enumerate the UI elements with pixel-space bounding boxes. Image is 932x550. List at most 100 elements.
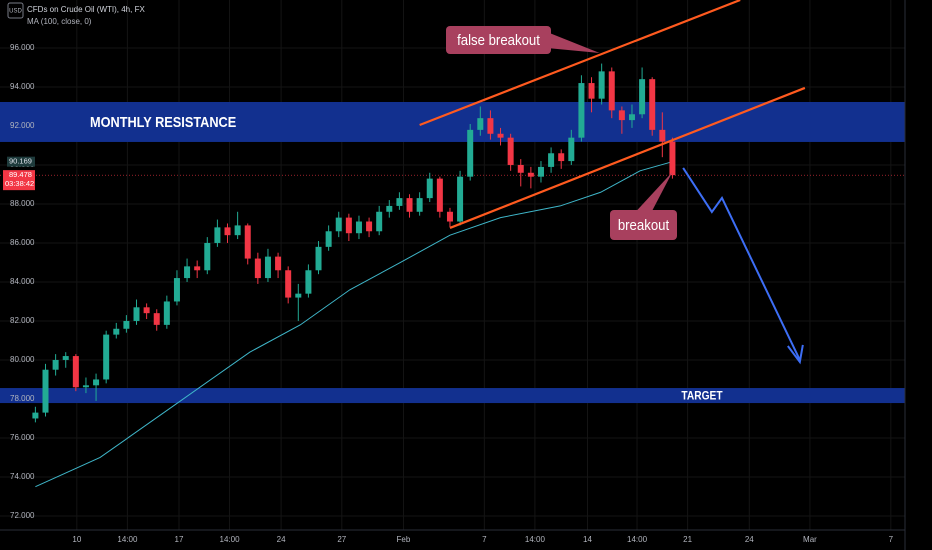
candle-body [355, 221, 362, 234]
x-tick-label: 21 [683, 535, 692, 544]
ma-badge-label: 90.169 [9, 157, 32, 166]
trendline [419, 0, 741, 127]
y-tick-label: 88.000 [10, 199, 35, 208]
candle-body [386, 205, 393, 212]
candle-body [467, 129, 474, 177]
candle-body [497, 133, 504, 138]
candle-body [446, 211, 453, 222]
x-tick-label: 14 [583, 535, 592, 544]
candle-body [72, 356, 79, 388]
candle-body [376, 211, 383, 232]
currency-badge [7, 2, 24, 19]
x-tick-label: 14:00 [627, 535, 648, 544]
candle-body [93, 379, 100, 386]
candle-body [113, 328, 120, 335]
candle-body [254, 258, 261, 279]
candle-body [639, 79, 646, 115]
candle-body [345, 217, 352, 234]
candle-body [82, 385, 89, 388]
y-tick-label: 82.000 [10, 316, 35, 325]
price-badge [3, 170, 35, 191]
y-tick-label: 86.000 [10, 238, 35, 247]
candle-body [224, 227, 231, 236]
candle-body [42, 369, 49, 413]
countdown: 03:38:42 [5, 179, 34, 188]
candle-body [366, 221, 373, 232]
candle-body [325, 231, 332, 247]
candle-body [578, 83, 585, 138]
x-tick-label: 14:00 [220, 535, 241, 544]
y-tick-label: 76.000 [10, 433, 35, 442]
y-tick-label: 84.000 [10, 277, 35, 286]
x-tick-label: Mar [803, 535, 817, 544]
candle-body [568, 137, 575, 162]
price-badge-label: 89.478 [9, 170, 32, 179]
candle-body [52, 359, 59, 370]
candle-body [649, 79, 656, 130]
candle-body [669, 141, 676, 176]
x-tick-label: 24 [277, 535, 286, 544]
candle-body [537, 166, 544, 177]
candle-body [194, 266, 201, 271]
candle-body [507, 137, 514, 165]
candle-body [184, 266, 191, 279]
projection-path [682, 167, 801, 361]
candle-body [436, 178, 443, 212]
y-tick-label: 72.000 [10, 511, 35, 520]
candle-body [275, 256, 282, 271]
y-tick-label: 74.000 [10, 472, 35, 481]
callout-text: breakout [618, 216, 669, 233]
candle-body [214, 227, 221, 243]
x-tick-label: 27 [337, 535, 346, 544]
y-tick-label: 92.000 [10, 121, 35, 130]
arrow-head [787, 344, 804, 365]
candle-body [487, 118, 494, 134]
candle-body [477, 118, 484, 130]
candle-body [204, 242, 211, 271]
candle-body [548, 153, 555, 167]
candle-body [285, 270, 292, 298]
zone-label: MONTHLY RESISTANCE [90, 113, 236, 130]
x-tick-label: 7 [889, 535, 894, 544]
candle-body [527, 172, 534, 177]
x-tick-label: 14:00 [117, 535, 138, 544]
candle-body [396, 198, 403, 206]
candle-body [123, 320, 130, 329]
candle-body [244, 225, 251, 259]
x-tick-label: 24 [745, 535, 754, 544]
y-tick-label: 94.000 [10, 82, 35, 91]
candle-body [457, 176, 464, 222]
y-tick-label: 78.000 [10, 394, 35, 403]
candle-body [143, 307, 150, 314]
zone [0, 388, 905, 404]
x-tick-label: Feb [397, 535, 411, 544]
candle-body [659, 129, 666, 142]
x-tick-label: 17 [175, 535, 184, 544]
ma-badge [7, 156, 35, 167]
indicator-name: MA (100, close, 0) [27, 17, 92, 26]
candle-body [558, 153, 565, 162]
candle-body [153, 313, 160, 325]
candle-body [305, 270, 312, 294]
y-tick-label: 96.000 [10, 43, 35, 52]
candle-body [628, 114, 635, 121]
candle-body [406, 198, 413, 212]
trendline [449, 86, 806, 229]
candle-body [416, 198, 423, 212]
candle-body [234, 225, 241, 236]
candle-body [133, 307, 140, 321]
y-tick-label: 80.000 [10, 355, 35, 364]
candle-body [62, 356, 69, 360]
candle-body [618, 110, 625, 121]
currency: USD [9, 9, 22, 15]
x-tick-label: 7 [482, 535, 487, 544]
zone-label: TARGET [681, 390, 722, 403]
moving-average [35, 161, 673, 488]
candle-body [315, 246, 322, 271]
candle-body [608, 71, 615, 111]
callout-box [446, 26, 551, 54]
candle-body [103, 334, 110, 380]
